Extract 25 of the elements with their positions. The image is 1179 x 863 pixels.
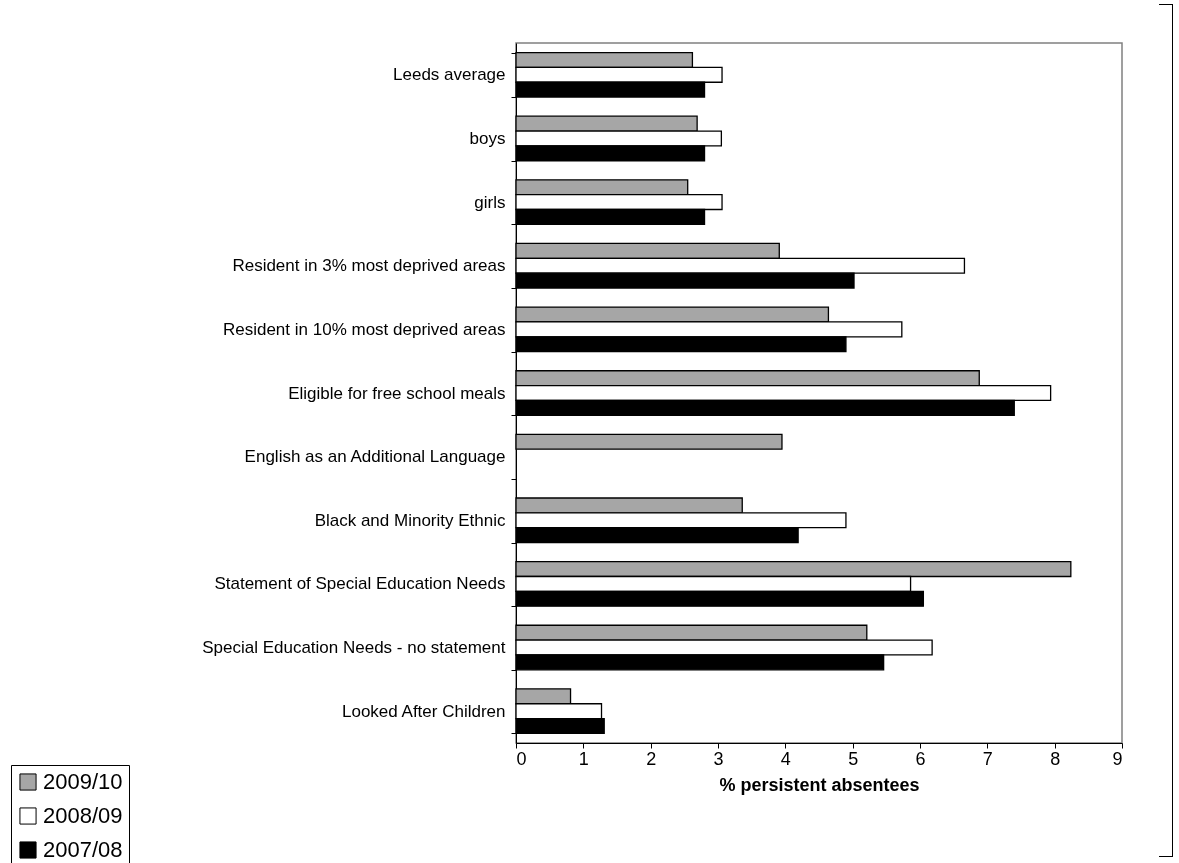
y-tick-label: Resident in 3% most deprived areas <box>232 256 506 276</box>
y-tick-label: Leeds average <box>393 65 506 85</box>
x-tick-label: 7 <box>982 748 993 769</box>
x-tick-label: 6 <box>915 748 926 769</box>
x-tick-label: 9 <box>1112 748 1123 769</box>
x-tick-label: 3 <box>713 748 724 769</box>
y-tick-label: Resident in 10% most deprived areas <box>222 319 506 339</box>
x-tick-label: 5 <box>848 748 859 769</box>
y-tick-label: Eligible for free school meals <box>288 383 506 403</box>
x-tick-label: 2 <box>646 748 657 769</box>
y-tick-label: Looked After Children <box>342 701 506 721</box>
x-tick-label: 4 <box>780 748 791 769</box>
legend-label: 2009/10 <box>43 769 123 794</box>
legend-label: 2008/09 <box>43 803 123 828</box>
y-tick-label: boys <box>469 128 506 148</box>
x-tick-label: 0 <box>516 748 527 769</box>
legend-label: 2007/08 <box>43 837 123 862</box>
y-tick-label: English as an Additional Language <box>244 447 506 467</box>
x-tick-label: 1 <box>578 748 589 769</box>
x-tick-label: 8 <box>1050 748 1061 769</box>
y-tick-label: girls <box>474 192 506 212</box>
y-tick-label: Statement of Special Education Needs <box>214 574 506 594</box>
x-axis-title: % persistent absentees <box>719 774 920 795</box>
y-tick-label: Black and Minority Ethnic <box>314 510 506 530</box>
y-tick-label: Special Education Needs - no statement <box>202 638 506 658</box>
